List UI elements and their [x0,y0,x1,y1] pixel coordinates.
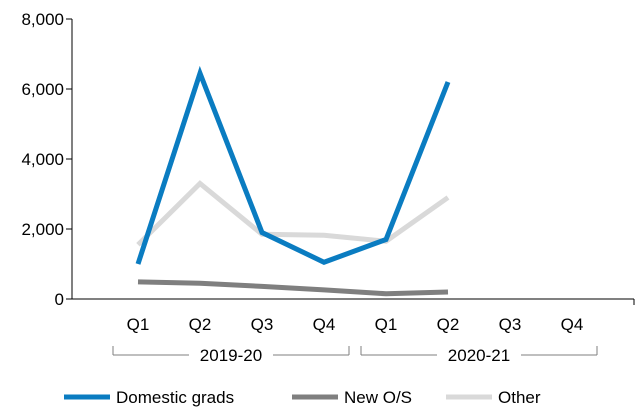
group-label: 2020-21 [448,346,510,365]
x-category-label: Q2 [189,315,212,334]
y-axis: 0 2,000 4,000 6,000 8,000 [21,10,73,309]
series-line-other [136,180,450,247]
x-category-label: Q3 [251,315,274,334]
x-axis: Q1 Q2 Q3 Q4 Q1 Q2 Q3 Q4 2019-20 2020-21 [72,298,635,365]
x-category-label: Q4 [561,315,584,334]
legend-label: Other [498,388,541,407]
legend: Domestic grads New O/S Other [64,388,541,407]
legend-label: Domestic grads [116,388,234,407]
y-tick-label: 2,000 [21,220,64,239]
series-line-new-o-s [137,279,449,297]
series-line-domestic-grads [135,65,451,265]
x-category-label: Q1 [127,315,150,334]
legend-label: New O/S [344,388,412,407]
y-tick-label: 8,000 [21,10,64,29]
x-category-label: Q1 [375,315,398,334]
series-layer [135,65,451,297]
y-tick-label: 6,000 [21,80,64,99]
group-label: 2019-20 [200,346,262,365]
x-category-label: Q3 [499,315,522,334]
x-category-label: Q2 [437,315,460,334]
y-tick-label: 4,000 [21,150,64,169]
y-tick-label: 0 [55,290,64,309]
x-category-label: Q4 [313,315,336,334]
